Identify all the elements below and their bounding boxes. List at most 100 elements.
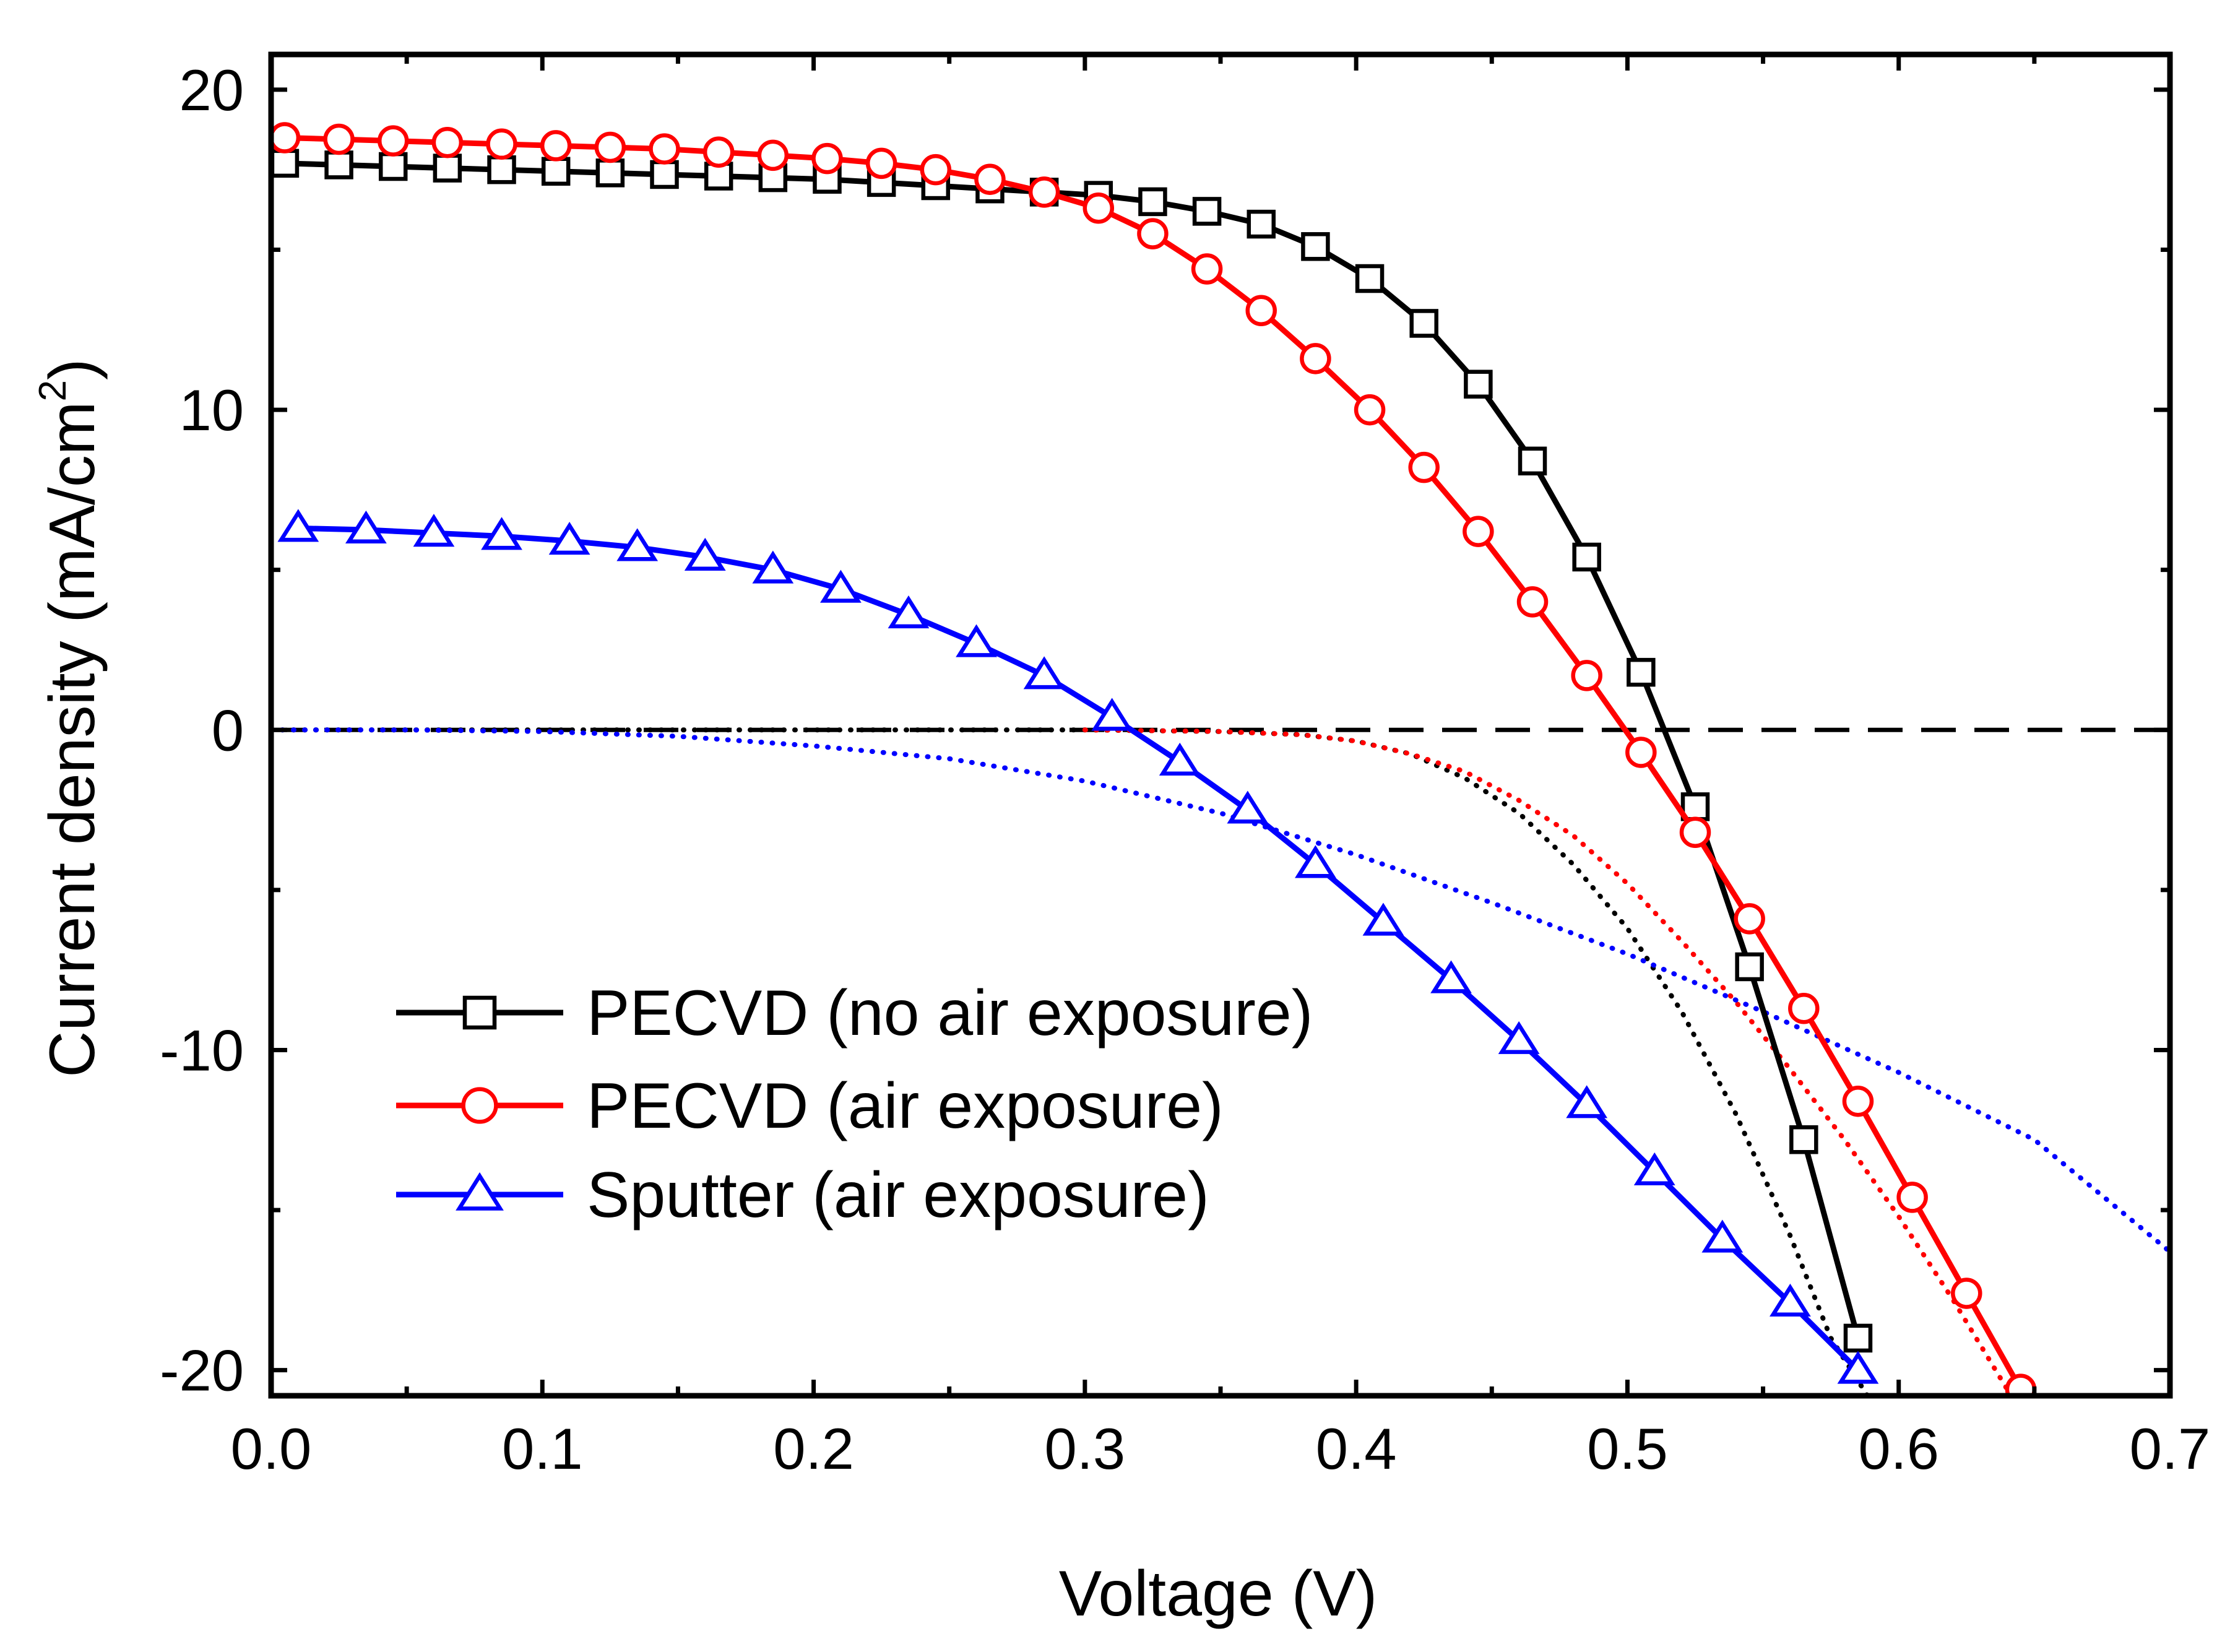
point-pecvd-air-25 bbox=[1625, 737, 1657, 768]
point-pecvd-air-13 bbox=[974, 163, 1006, 195]
point-sputter-air-18 bbox=[1498, 1021, 1540, 1054]
y-tick-label-0: -20 bbox=[160, 1338, 244, 1403]
point-sputter-air-1 bbox=[345, 510, 387, 544]
point-sputter-air-19 bbox=[1566, 1085, 1608, 1118]
point-pecvd-air-11 bbox=[865, 147, 897, 179]
point-pecvd-air-20 bbox=[1354, 394, 1386, 426]
legend-marker-pecvd-no-air bbox=[462, 995, 497, 1030]
axes bbox=[268, 51, 2173, 1399]
y-tick-label-1: -10 bbox=[160, 1018, 244, 1083]
point-pecvd-air-3 bbox=[431, 126, 464, 158]
point-pecvd-air-7 bbox=[649, 133, 680, 165]
point-pecvd-no-air-19 bbox=[1301, 232, 1330, 261]
x-tick-label-2: 0.2 bbox=[773, 1416, 854, 1481]
point-pecvd-air-14 bbox=[1028, 176, 1060, 208]
y-axis-title-close: ) bbox=[37, 358, 108, 380]
point-pecvd-air-12 bbox=[920, 154, 952, 186]
point-sputter-air-13 bbox=[1159, 742, 1201, 776]
point-pecvd-no-air-18 bbox=[1247, 209, 1276, 239]
y-tick-label-2: 0 bbox=[212, 698, 244, 763]
point-pecvd-air-22 bbox=[1463, 516, 1494, 547]
point-pecvd-air-17 bbox=[1191, 253, 1223, 285]
point-sputter-air-10 bbox=[956, 624, 997, 657]
point-pecvd-air-4 bbox=[486, 128, 517, 160]
point-pecvd-no-air-25 bbox=[1627, 657, 1656, 687]
y-tick-label-4: 20 bbox=[179, 58, 244, 123]
point-pecvd-air-23 bbox=[1516, 586, 1549, 618]
legend-marker-sputter-air bbox=[456, 1172, 504, 1211]
y-axis-title-superscript: 2 bbox=[32, 380, 74, 401]
point-pecvd-no-air-17 bbox=[1192, 197, 1222, 226]
point-pecvd-air-18 bbox=[1245, 295, 1277, 326]
point-pecvd-no-air-5 bbox=[541, 157, 571, 186]
x-tick-label-4: 0.4 bbox=[1316, 1416, 1397, 1481]
dark-curves-layer bbox=[271, 727, 2170, 1396]
point-pecvd-no-air-0 bbox=[271, 149, 300, 178]
point-pecvd-air-15 bbox=[1083, 192, 1115, 224]
point-sputter-air-6 bbox=[684, 537, 726, 571]
x-tick-label-1: 0.1 bbox=[502, 1416, 583, 1481]
point-pecvd-air-5 bbox=[540, 130, 572, 162]
point-sputter-air-12 bbox=[1091, 698, 1133, 731]
point-pecvd-air-21 bbox=[1408, 451, 1440, 483]
legend-marker-pecvd-air bbox=[461, 1087, 498, 1124]
point-pecvd-air-24 bbox=[1571, 660, 1602, 691]
tick-labels: 0.0 0.1 0.2 0.3 0.4 0.5 0.6 0.7 -20 -10 0 10 20 bbox=[160, 58, 2210, 1481]
point-pecvd-no-air-29 bbox=[1843, 1323, 1873, 1353]
point-pecvd-no-air-16 bbox=[1138, 187, 1167, 217]
point-pecvd-air-31 bbox=[1951, 1278, 1982, 1309]
legend: PECVD (no air exposure) PECVD (air exposu… bbox=[396, 977, 1313, 1231]
point-sputter-air-14 bbox=[1227, 790, 1269, 824]
point-sputter-air-2 bbox=[413, 514, 455, 547]
dark-curve-3 bbox=[271, 727, 2170, 1255]
point-pecvd-no-air-1 bbox=[324, 150, 353, 179]
x-tick-label-3: 0.3 bbox=[1045, 1416, 1126, 1481]
point-pecvd-air-1 bbox=[323, 123, 355, 155]
point-sputter-air-8 bbox=[820, 569, 862, 603]
point-sputter-air-9 bbox=[888, 595, 930, 629]
point-sputter-air-21 bbox=[1701, 1219, 1744, 1253]
point-pecvd-air-19 bbox=[1300, 343, 1331, 374]
point-pecvd-no-air-27 bbox=[1735, 952, 1764, 982]
point-pecvd-no-air-22 bbox=[1464, 370, 1493, 399]
series-layer bbox=[271, 122, 2037, 1396]
legend-label-pecvd-air: PECVD (air exposure) bbox=[587, 1070, 1224, 1142]
point-sputter-air-15 bbox=[1295, 845, 1336, 878]
point-pecvd-air-2 bbox=[377, 125, 409, 157]
dark-curve-2 bbox=[1082, 727, 2010, 1392]
point-pecvd-no-air-21 bbox=[1409, 309, 1438, 338]
point-sputter-air-7 bbox=[752, 550, 794, 584]
point-pecvd-air-6 bbox=[594, 131, 626, 163]
point-sputter-air-5 bbox=[616, 528, 659, 561]
point-sputter-air-11 bbox=[1023, 656, 1065, 690]
point-sputter-air-3 bbox=[481, 517, 522, 550]
point-pecvd-no-air-20 bbox=[1355, 264, 1385, 293]
point-sputter-air-16 bbox=[1362, 902, 1404, 936]
point-pecvd-no-air-28 bbox=[1789, 1125, 1818, 1154]
dark-curve-1 bbox=[271, 727, 1871, 1396]
point-pecvd-air-10 bbox=[811, 142, 843, 175]
point-pecvd-no-air-7 bbox=[650, 160, 679, 189]
point-pecvd-air-30 bbox=[1896, 1182, 1928, 1213]
legend-label-sputter-air: Sputter (air exposure) bbox=[587, 1159, 1209, 1231]
point-sputter-air-22 bbox=[1770, 1283, 1811, 1317]
point-pecvd-no-air-24 bbox=[1572, 542, 1601, 572]
point-sputter-air-20 bbox=[1633, 1152, 1675, 1185]
point-pecvd-no-air-23 bbox=[1518, 446, 1547, 476]
point-pecvd-no-air-2 bbox=[378, 152, 408, 181]
point-pecvd-air-28 bbox=[1788, 992, 1820, 1024]
point-pecvd-air-27 bbox=[1734, 903, 1765, 935]
point-pecvd-no-air-4 bbox=[487, 155, 516, 184]
point-pecvd-air-0 bbox=[271, 122, 301, 154]
point-sputter-air-23 bbox=[1837, 1351, 1879, 1384]
y-axis-title-main: Current density (mA/cm bbox=[37, 401, 108, 1077]
point-pecvd-no-air-8 bbox=[704, 162, 733, 191]
point-sputter-air-0 bbox=[277, 509, 319, 542]
x-tick-label-5: 0.5 bbox=[1587, 1416, 1668, 1481]
point-pecvd-no-air-6 bbox=[595, 158, 625, 188]
point-sputter-air-17 bbox=[1430, 960, 1472, 993]
point-pecvd-air-9 bbox=[757, 139, 789, 171]
point-pecvd-air-8 bbox=[702, 136, 735, 168]
